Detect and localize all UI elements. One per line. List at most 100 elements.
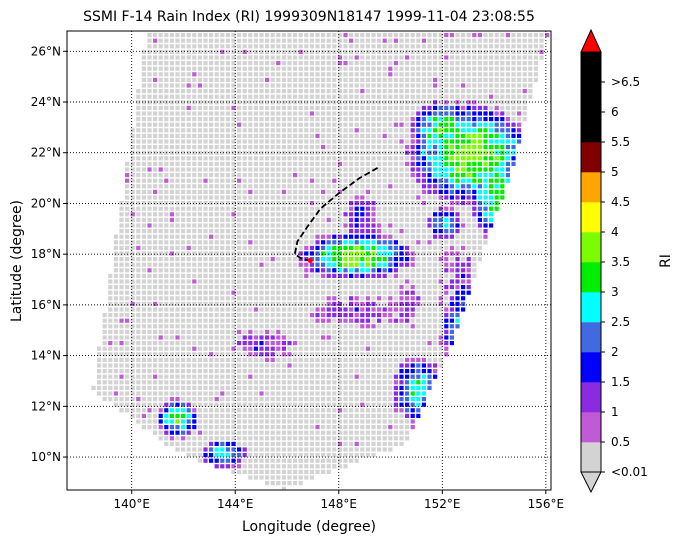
swath-cell-164 <box>265 44 270 49</box>
swath-cell-983 <box>466 105 471 110</box>
swath-cell-2513 <box>164 234 169 239</box>
swath-cell-4438 <box>270 402 275 407</box>
swath-cell-1978 <box>197 189 202 194</box>
swath-cell-2573 <box>125 240 130 245</box>
swath-cell-3872 <box>147 352 152 357</box>
swath-cell-1918 <box>242 184 247 189</box>
swath-cell-1124 <box>472 117 477 122</box>
swath-cell-4254 <box>214 385 219 390</box>
swath-cell-234 <box>253 49 258 54</box>
swath-cell-1060 <box>505 111 510 116</box>
swath-cell-4501 <box>315 408 320 413</box>
swath-cell-4283 <box>377 385 382 390</box>
swath-cell-822 <box>354 94 359 99</box>
swath-cell-2621 <box>393 240 398 245</box>
swath-cell-3449 <box>270 313 275 318</box>
swath-cell-3780 <box>343 341 348 346</box>
swath-cell-4326 <box>281 391 286 396</box>
swath-cell-4251 <box>197 385 202 390</box>
swath-cell-3903 <box>321 352 326 357</box>
swath-cell-4263 <box>265 385 270 390</box>
swath-cell-4384 <box>281 397 286 402</box>
swath-cell-2363 <box>449 217 454 222</box>
swath-cell-1061 <box>511 111 516 116</box>
swath-cell-2958 <box>433 268 438 273</box>
swath-cell-2894 <box>438 262 443 267</box>
swath-cell-1782 <box>253 173 258 178</box>
plot-frame <box>66 30 552 491</box>
swath-cell-2489 <box>405 229 410 234</box>
swath-cell-4206 <box>287 380 292 385</box>
swath-cell-1305 <box>309 133 314 138</box>
swath-cell-1435 <box>253 145 258 150</box>
swath-cell-4259 <box>242 385 247 390</box>
swath-cell-2646 <box>158 245 163 250</box>
swath-cell-532 <box>321 72 326 77</box>
swath-cell-2391 <box>231 223 236 228</box>
swath-cell-1434 <box>248 145 253 150</box>
swath-cell-392 <box>332 61 337 66</box>
swath-cell-1094 <box>304 117 309 122</box>
swath-cell-2277 <box>343 212 348 217</box>
swath-cell-2904 <box>130 268 135 273</box>
swath-cell-2572 <box>119 240 124 245</box>
swath-cell-2575 <box>136 240 141 245</box>
swath-cell-1527 <box>382 150 387 155</box>
swath-cell-789 <box>169 94 174 99</box>
swath-cell-1191 <box>455 122 460 127</box>
swath-cell-1963 <box>494 184 499 189</box>
swath-cell-949 <box>276 105 281 110</box>
swath-cell-1108 <box>382 117 387 122</box>
swath-cell-6 <box>181 33 186 38</box>
swath-cell-1859 <box>298 178 303 183</box>
swath-cell-1951 <box>427 184 432 189</box>
swath-cell-2935 <box>304 268 309 273</box>
swath-cell-3650 <box>321 329 326 334</box>
swath-cell-2964 <box>466 268 471 273</box>
swath-cell-2199 <box>287 206 292 211</box>
swath-cell-4332 <box>315 391 320 396</box>
swath-cell-4311 <box>197 391 202 396</box>
swath-cell-2010 <box>377 189 382 194</box>
swath-cell-1378 <box>326 139 331 144</box>
swath-cell-2252 <box>203 212 208 217</box>
swath-cell-1612 <box>472 156 477 161</box>
swath-cell-4968 <box>281 486 286 490</box>
swath-cell-3440 <box>220 313 225 318</box>
swath-cell-2968 <box>119 273 124 278</box>
swath-cell-2599 <box>270 240 275 245</box>
swath-cell-4475 <box>169 408 174 413</box>
swath-cell-4058 <box>141 369 146 374</box>
swath-cell-1396 <box>427 139 432 144</box>
swath-cell-1363 <box>242 139 247 144</box>
swath-cell-307 <box>259 55 264 60</box>
swath-cell-2824 <box>416 257 421 262</box>
swath-cell-1055 <box>477 111 482 116</box>
swath-cell-4026 <box>309 363 314 368</box>
swath-cell-3144 <box>371 285 376 290</box>
swath-cell-4234 <box>102 385 107 390</box>
swath-cell-1809 <box>405 173 410 178</box>
swath-cell-4222 <box>377 380 382 385</box>
swath-cell-722 <box>192 89 197 94</box>
swath-cell-677 <box>337 83 342 88</box>
swath-cell-2535 <box>287 234 292 239</box>
swath-cell-3531 <box>371 318 376 323</box>
swath-cell-2002 <box>332 189 337 194</box>
swath-cell-3436 <box>197 313 202 318</box>
swath-cell-3290 <box>461 296 466 301</box>
swath-cell-3586 <box>321 324 326 329</box>
swath-cell-875 <box>253 100 258 105</box>
swath-cell-4478 <box>186 408 191 413</box>
swath-cell-1130 <box>505 117 510 122</box>
swath-cell-1406 <box>483 139 488 144</box>
swath-cell-421 <box>494 61 499 66</box>
swath-cell-2214 <box>371 206 376 211</box>
swath-cell-4505 <box>337 408 342 413</box>
swath-cell-3662 <box>388 329 393 334</box>
swath-cell-2307 <box>136 217 141 222</box>
swath-cell-4528 <box>175 413 180 418</box>
swath-cell-4810 <box>203 447 208 452</box>
swath-cell-1679 <box>455 161 460 166</box>
swath-cell-116 <box>393 38 398 43</box>
